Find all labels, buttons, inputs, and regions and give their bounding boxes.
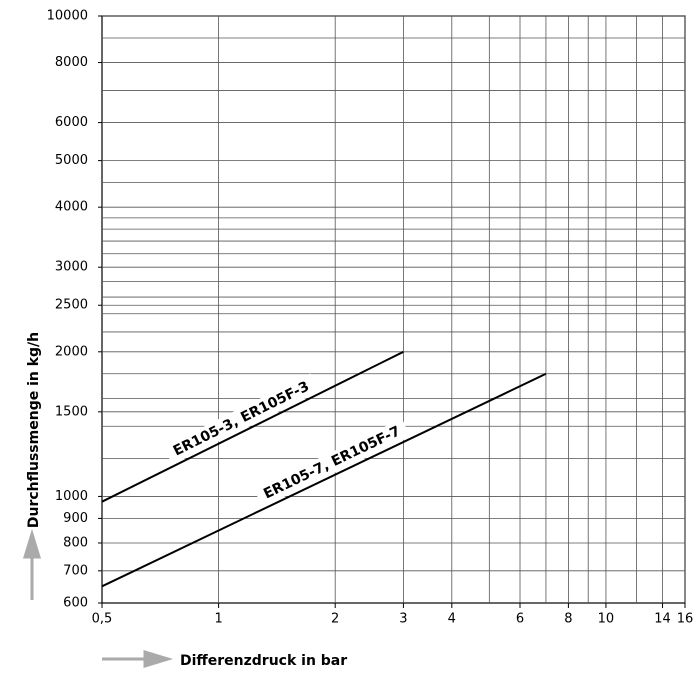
series-label-group: ER105-7, ER105F-7 bbox=[253, 418, 411, 508]
x-axis-label: Differenzdruck in bar bbox=[180, 653, 347, 669]
x-tick-label: 6 bbox=[516, 612, 524, 627]
y-tick-label: 1000 bbox=[55, 489, 88, 504]
y-tick-label: 8000 bbox=[55, 55, 88, 70]
series-label-group: ER105-3, ER105F-3 bbox=[163, 373, 320, 465]
y-axis-label: Durchflussmenge in kg/h bbox=[26, 332, 42, 528]
x-arrow bbox=[102, 649, 174, 669]
y-tick-label: 1500 bbox=[55, 404, 88, 419]
x-tick-label: 3 bbox=[399, 612, 407, 627]
x-tick-label: 4 bbox=[448, 612, 456, 627]
plot-frame bbox=[101, 15, 686, 604]
x-tick-label: 10 bbox=[598, 612, 615, 627]
x-tick-label: 14 bbox=[654, 612, 671, 627]
x-tick-label: 16 bbox=[677, 612, 694, 627]
x-tick-label: 0,5 bbox=[92, 612, 113, 627]
y-tick-label: 3000 bbox=[55, 260, 88, 275]
y-arrow bbox=[22, 528, 42, 600]
y-tick-label: 600 bbox=[63, 596, 88, 611]
label-background bbox=[163, 373, 320, 465]
y-tick-label: 4000 bbox=[55, 200, 88, 215]
y-tick-label: 900 bbox=[63, 511, 88, 526]
y-tick-label: 5000 bbox=[55, 153, 88, 168]
y-tick-label: 800 bbox=[63, 535, 88, 550]
series-line bbox=[101, 350, 404, 503]
y-tick-label: 700 bbox=[63, 563, 88, 578]
x-tick-label: 1 bbox=[214, 612, 222, 627]
series-label: ER105-7, ER105F-7 bbox=[261, 423, 403, 502]
series-label: ER105-3, ER105F-3 bbox=[171, 379, 312, 460]
y-tick-label: 6000 bbox=[55, 115, 88, 130]
x-tick-label: 8 bbox=[564, 612, 572, 627]
y-tick-label: 2500 bbox=[55, 298, 88, 313]
label-background bbox=[253, 418, 411, 508]
series-line bbox=[101, 372, 547, 588]
y-tick-label: 2000 bbox=[55, 344, 88, 359]
y-tick-label: 10000 bbox=[47, 9, 88, 24]
x-tick-label: 2 bbox=[331, 612, 339, 627]
